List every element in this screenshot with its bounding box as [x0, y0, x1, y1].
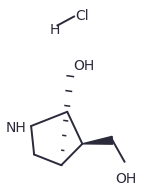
Text: NH: NH [6, 121, 27, 135]
Text: Cl: Cl [75, 9, 88, 23]
Polygon shape [82, 136, 113, 144]
Text: H: H [49, 23, 60, 37]
Text: OH: OH [115, 172, 137, 186]
Text: OH: OH [73, 59, 95, 73]
